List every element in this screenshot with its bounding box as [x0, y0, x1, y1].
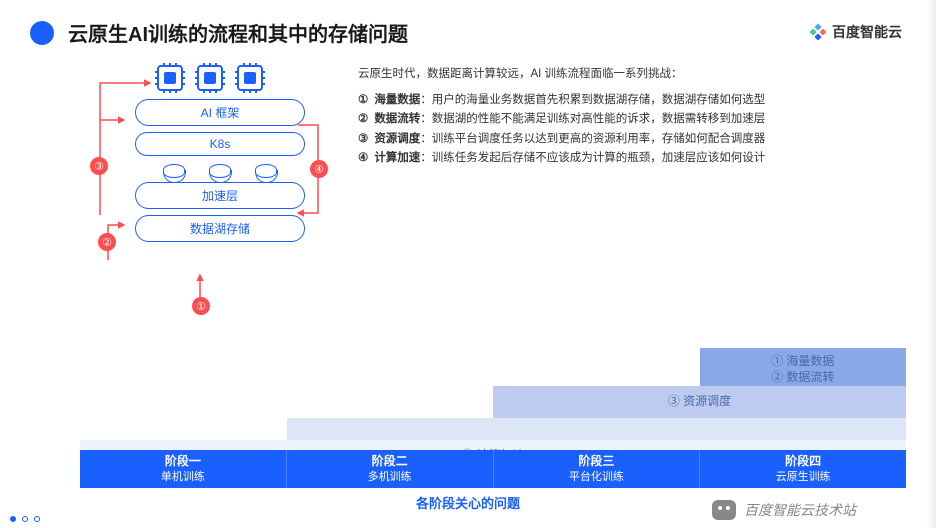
- cache-row: [163, 164, 277, 178]
- cylinder-icon: [163, 164, 185, 178]
- brand-logo-icon: [810, 24, 826, 40]
- pager-dot-icon[interactable]: [34, 516, 40, 522]
- stage-1: 阶段一单机训练: [80, 450, 287, 488]
- page-title: 云原生AI训练的流程和其中的存储问题: [68, 18, 408, 47]
- desc-row: ④计算加速：训练任务发起后存储不应该成为计算的瓶颈，加速层应该如何设计: [358, 149, 856, 169]
- layer-k8s: K8s: [135, 132, 305, 156]
- desc-row: ②数据流转：数据湖的性能不能满足训练对高性能的诉求，数据需转移到加速层: [358, 110, 856, 130]
- content: AI 框架 K8s 加速层 数据湖存储 ① ② ③ ④ 云原生时代，数据距离计算…: [30, 65, 906, 335]
- badge-2: ②: [98, 233, 116, 251]
- desc-row: ③资源调度：训练平台调度任务以达到更高的资源利用率，存储如何配合调度器: [358, 130, 856, 150]
- wechat-watermark: 百度智能云技术站: [712, 500, 856, 520]
- brand: 百度智能云: [810, 22, 902, 42]
- badge-3: ③: [90, 157, 108, 175]
- header: 云原生AI训练的流程和其中的存储问题: [30, 18, 906, 47]
- pager-dot-icon[interactable]: [22, 516, 28, 522]
- wechat-icon: [712, 500, 736, 520]
- pager-dot-icon[interactable]: [10, 516, 16, 522]
- architecture-diagram: AI 框架 K8s 加速层 数据湖存储 ① ② ③ ④: [80, 65, 340, 335]
- step-3: [287, 418, 907, 440]
- badge-1: ①: [192, 297, 210, 315]
- desc-intro: 云原生时代，数据距离计算较远，AI 训练流程面临一系列挑战：: [358, 65, 856, 85]
- title-dot-icon: [30, 21, 54, 45]
- chip-row: [80, 65, 340, 91]
- layer-lake: 数据湖存储: [135, 215, 305, 242]
- page-shadow: [926, 0, 936, 528]
- wechat-text: 百度智能云技术站: [744, 500, 856, 520]
- step-2: ③ 资源调度: [493, 386, 906, 418]
- stage-2: 阶段二多机训练: [287, 450, 494, 488]
- step-1: ① 海量数据② 数据流转: [700, 348, 907, 386]
- layer-stack: AI 框架 K8s 加速层 数据湖存储: [110, 99, 330, 242]
- chip-icon: [237, 65, 263, 91]
- chip-icon: [157, 65, 183, 91]
- cylinder-icon: [209, 164, 231, 178]
- stage-bar: 阶段一单机训练 阶段二多机训练 阶段三平台化训练 阶段四云原生训练: [80, 450, 906, 488]
- chip-icon: [197, 65, 223, 91]
- brand-text: 百度智能云: [832, 22, 902, 42]
- stage-4: 阶段四云原生训练: [700, 450, 906, 488]
- cylinder-icon: [255, 164, 277, 178]
- layer-accel: 加速层: [135, 182, 305, 209]
- pager: [10, 516, 40, 522]
- slide: 云原生AI训练的流程和其中的存储问题 百度智能云 AI 框架 K8s 加速层 数…: [0, 0, 936, 528]
- stage-3: 阶段三平台化训练: [494, 450, 701, 488]
- badge-4: ④: [310, 160, 328, 178]
- desc-row: ①海量数据：用户的海量业务数据首先积累到数据湖存储，数据湖存储如何选型: [358, 91, 856, 111]
- description: 云原生时代，数据距离计算较远，AI 训练流程面临一系列挑战： ①海量数据：用户的…: [358, 65, 856, 335]
- layer-ai: AI 框架: [135, 99, 305, 126]
